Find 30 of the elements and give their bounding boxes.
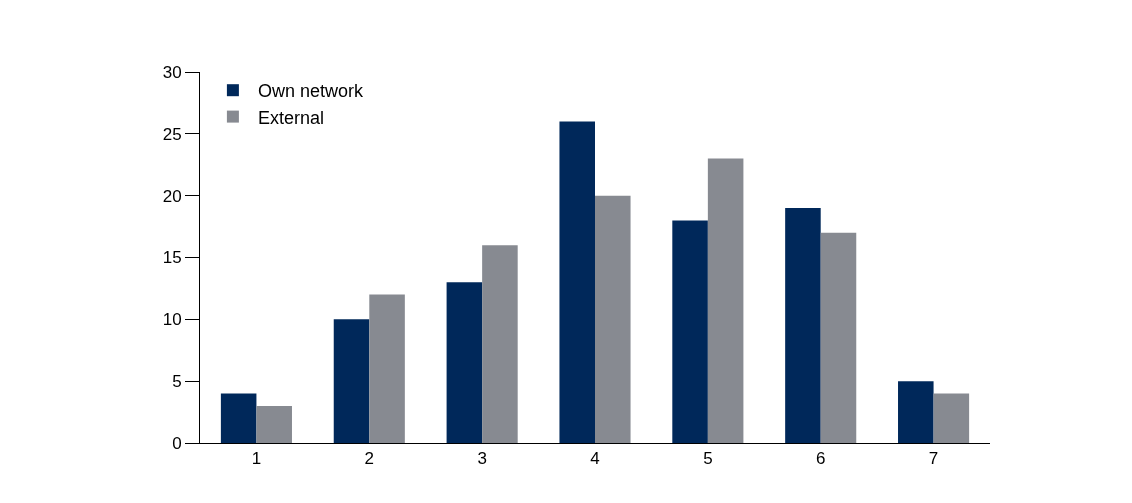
bar	[898, 381, 934, 443]
bar	[933, 393, 970, 443]
x-tick-label: 4	[590, 449, 600, 469]
x-tick-label: 5	[703, 449, 713, 469]
legend-label: Own network	[257, 81, 364, 102]
y-tick-label: 0	[172, 433, 182, 453]
legend-label: External	[257, 107, 324, 128]
x-tick-label: 6	[815, 449, 826, 469]
bar	[707, 158, 744, 443]
y-tick-label: 15	[162, 248, 182, 268]
x-tick-label: 2	[364, 449, 375, 469]
bar	[672, 220, 708, 443]
y-tick-label: 20	[162, 186, 182, 206]
bar	[446, 282, 483, 443]
bar	[820, 232, 857, 443]
x-tick-label: 7	[928, 449, 939, 469]
y-tick-label: 30	[162, 62, 182, 82]
bar	[369, 294, 405, 443]
bar	[333, 319, 370, 443]
bar	[482, 245, 518, 443]
bar	[220, 393, 257, 443]
bar	[785, 208, 821, 443]
x-tick-label: 3	[477, 449, 487, 469]
bar	[256, 405, 292, 443]
y-tick-label: 5	[172, 372, 182, 392]
x-tick-label: 1	[251, 449, 262, 469]
bar	[559, 121, 595, 443]
bar	[595, 195, 631, 443]
y-tick-label: 10	[162, 310, 182, 330]
y-tick-label: 25	[162, 124, 182, 144]
